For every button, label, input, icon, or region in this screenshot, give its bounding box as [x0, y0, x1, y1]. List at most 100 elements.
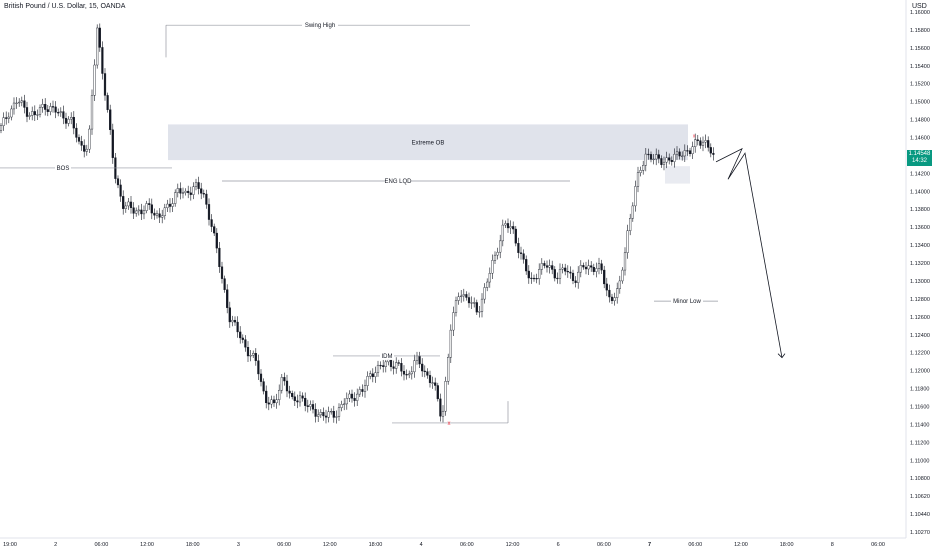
candle-body	[675, 151, 679, 155]
extreme-ob-zone	[168, 124, 688, 161]
y-tick-label: 1.13400	[910, 243, 930, 249]
y-tick-label: 1.15400	[910, 64, 930, 70]
candle-body	[187, 190, 190, 194]
candle-body	[181, 192, 185, 194]
candle-body	[683, 150, 686, 157]
candle-body	[174, 192, 177, 204]
candle-body	[49, 106, 52, 112]
candle-body	[353, 398, 356, 401]
candle-body	[288, 390, 291, 394]
candle-body	[210, 219, 213, 227]
swing-high-label: Swing High	[305, 23, 335, 29]
x-tick-label: 19:00	[3, 542, 17, 548]
candle-body	[252, 353, 255, 356]
time-axis: 19:00 2 06:00 12:00 18:00 3 06:00 12:00 18:00 4 06…	[3, 542, 885, 548]
candle-body	[571, 272, 575, 281]
x-tick-label: 18:00	[186, 542, 200, 548]
candle-body	[454, 300, 458, 313]
candle-body	[574, 280, 577, 283]
projection-path	[715, 147, 783, 358]
candle-body	[582, 265, 585, 268]
candle-body	[324, 415, 328, 418]
y-tick-label: 1.13200	[910, 261, 930, 267]
candle-body	[618, 280, 621, 289]
y-tick-label: 1.14800	[910, 118, 930, 124]
candle-body	[363, 385, 367, 392]
candle-body	[343, 403, 346, 405]
candle-body	[246, 347, 250, 357]
candle-body	[257, 360, 260, 375]
candle-body	[522, 253, 525, 260]
candle-body	[129, 201, 133, 208]
candle-body	[77, 137, 81, 142]
candle-body	[301, 395, 304, 399]
candle-body	[278, 389, 281, 400]
candle-body	[649, 154, 653, 160]
candle-body	[158, 213, 161, 218]
candle-body	[20, 100, 23, 103]
current-price-tag: 1.14548 14:32	[907, 150, 932, 166]
candle-body	[512, 226, 515, 230]
idm-label-bg	[380, 351, 394, 360]
y-tick-label: 1.14600	[910, 136, 930, 142]
candle-body	[470, 302, 473, 304]
candle-body	[145, 203, 148, 211]
candle-body	[220, 266, 224, 279]
y-tick-label: 1.11800	[910, 387, 929, 393]
candle-body	[457, 296, 460, 301]
candle-body	[434, 382, 437, 386]
price-axis: 1.16000 1.15800 1.15600 1.15400 1.15200 1.150…	[910, 10, 930, 536]
candle-body	[267, 402, 270, 405]
candle-body	[64, 117, 68, 124]
candle-body	[254, 353, 257, 361]
chart-title: British Pound / U.S. Dollar, 15, OANDA	[4, 3, 126, 10]
candle-body	[686, 150, 689, 152]
candle-body	[272, 399, 276, 404]
candle-body	[460, 295, 463, 297]
x-tick-label: 18:00	[369, 542, 383, 548]
candle-body	[5, 117, 8, 119]
candle-body	[171, 203, 174, 207]
candle-body	[444, 381, 447, 412]
candle-body	[483, 287, 486, 300]
candle-body	[358, 389, 361, 395]
candle-body	[236, 321, 239, 333]
candle-body	[400, 363, 403, 372]
candle-body	[270, 399, 273, 405]
candle-body	[475, 302, 478, 313]
x-tick-label: 06:00	[277, 542, 291, 548]
candle-body	[428, 375, 432, 383]
candle-body	[569, 271, 572, 274]
candle-body	[285, 380, 289, 392]
candle-series	[0, 23, 715, 424]
x-tick-label: 06:00	[871, 542, 885, 548]
candle-body	[228, 307, 231, 323]
candle-body	[361, 389, 364, 392]
candle-body	[408, 373, 411, 376]
candle-body	[213, 226, 216, 234]
y-tick-label: 1.16000	[910, 10, 930, 16]
bos-label-bg	[55, 163, 71, 172]
x-tick-label: 12:00	[734, 542, 748, 548]
candle-body	[366, 376, 369, 386]
candle-body	[564, 267, 567, 272]
candle-body	[551, 265, 554, 270]
candle-body	[514, 228, 517, 244]
candle-body	[704, 140, 707, 143]
extreme-ob-label: Extreme OB	[412, 141, 445, 147]
candle-body	[634, 186, 637, 207]
candle-body	[80, 141, 83, 146]
candle-body	[98, 27, 101, 48]
y-tick-label: 1.14200	[910, 171, 930, 177]
candle-body	[439, 398, 442, 417]
y-tick-label: 1.11000	[910, 458, 929, 464]
candle-body	[556, 277, 559, 280]
candle-body	[83, 145, 86, 152]
y-tick-label: 1.10620	[910, 494, 930, 500]
candle-body	[67, 118, 70, 124]
candle-body	[496, 251, 499, 256]
candle-body	[103, 73, 107, 96]
candle-body	[577, 271, 580, 283]
candle-body	[662, 161, 666, 165]
